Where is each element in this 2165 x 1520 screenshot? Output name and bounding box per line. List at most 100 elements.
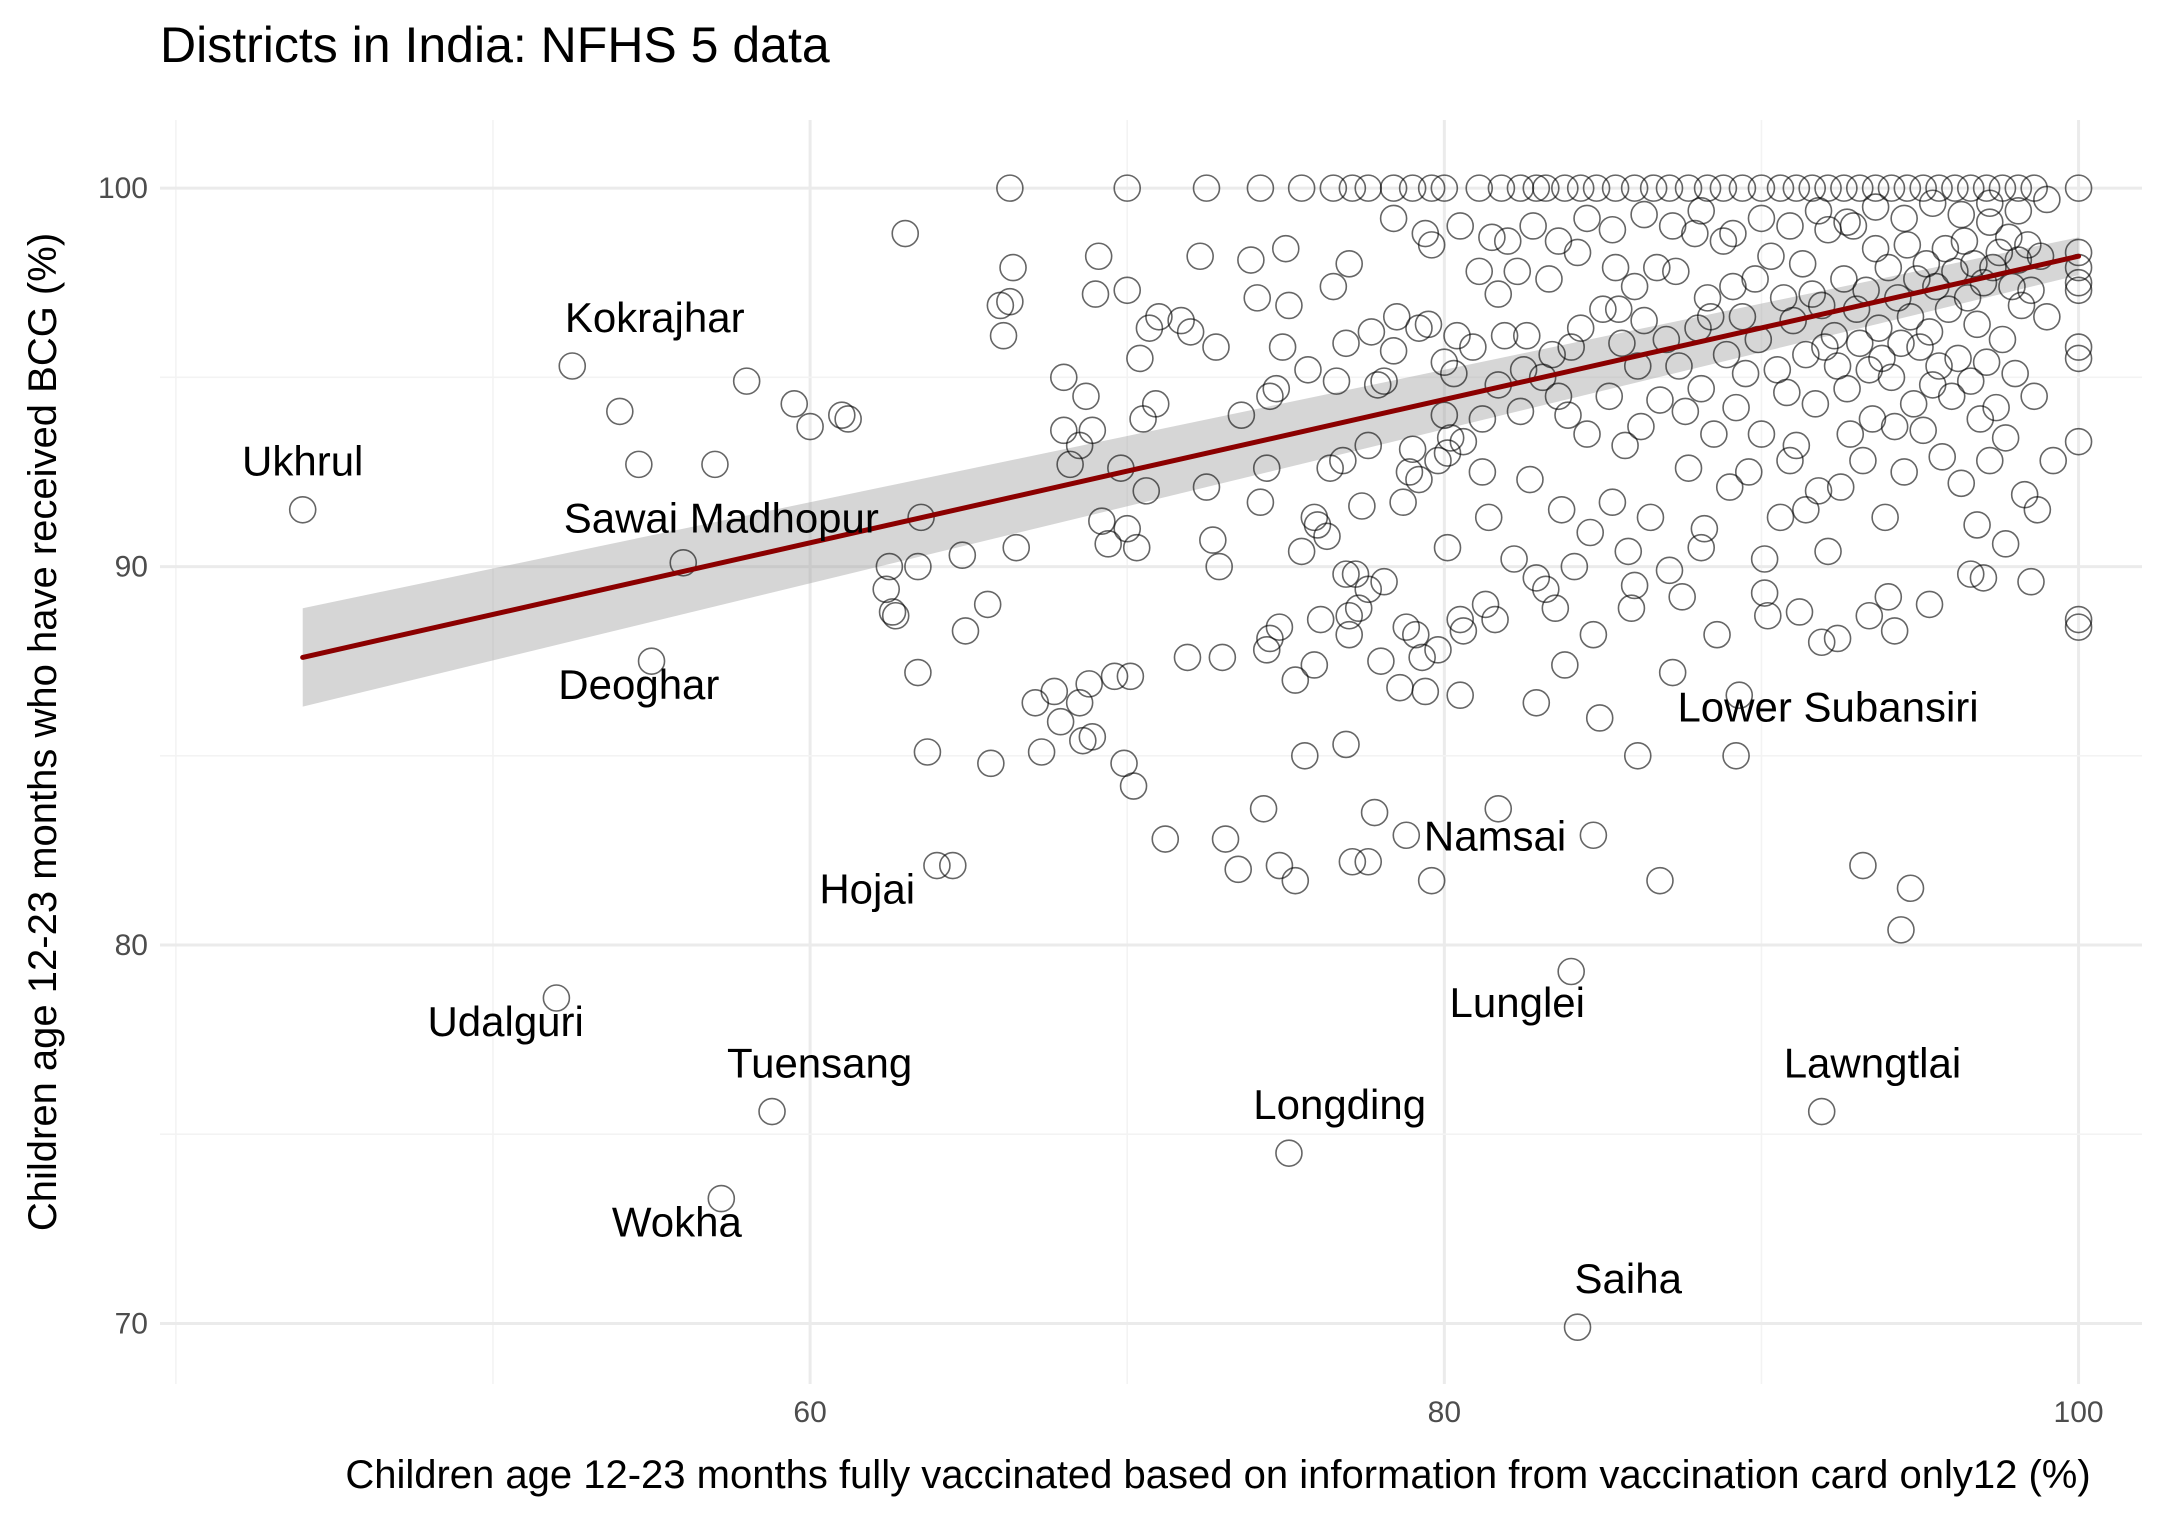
data-point [1145,302,1173,331]
data-point [1522,564,1551,592]
data-point [1078,723,1107,751]
data-point [1874,583,1903,611]
data-point [1798,174,1826,202]
data-point [1370,567,1398,596]
data-point [1354,847,1383,876]
data-point [1585,704,1614,732]
data-point [1192,473,1221,501]
data-point [881,601,910,630]
data-point [1807,628,1836,657]
data-point [1991,424,2020,452]
x-axis-title: Children age 12-23 months fully vaccinat… [345,1453,2090,1497]
data-point [1953,284,1982,312]
data-point [1671,397,1700,426]
data-point [1814,537,1842,566]
data-point [1792,495,1820,524]
data-point [1532,575,1560,604]
chart-title: Districts in India: NFHS 5 data [160,17,830,73]
data-point [2017,567,2045,596]
data-point [1646,386,1674,414]
data-point [1354,431,1383,460]
data-point [625,450,653,479]
data-point [2004,246,2033,274]
data-point [1471,590,1500,619]
data-point [1630,200,1658,229]
data-point [1449,617,1478,645]
data-point [834,405,862,433]
data-point [2064,344,2093,373]
data-point [1398,435,1427,464]
data-point [1880,617,1909,645]
data-point [1294,355,1322,384]
data-point [1719,272,1747,301]
data-point [1861,234,1890,263]
data-point [1915,318,1944,346]
data-point [606,397,634,426]
y-tick-label: 100 [98,172,148,205]
data-point [1579,821,1608,850]
data-point [951,617,980,645]
data-point [701,450,729,479]
data-point [1246,174,1275,202]
data-point [1243,284,1272,312]
data-point [1300,651,1329,679]
data-point [1275,291,1303,320]
data-point [1658,658,1687,687]
data-point [872,575,901,604]
data-point [2026,242,2055,271]
data-point [1877,174,1906,202]
data-point [1896,302,1925,331]
data-point [1956,367,1985,395]
data-point [1668,583,1696,611]
data-point [1674,174,1703,202]
data-point [1836,420,1865,448]
data-point [1303,511,1332,539]
axis-ticks-layer: 60 80 100 70 80 90 100 [98,172,2104,1429]
data-point [1344,594,1373,622]
data-point [1858,405,1887,433]
data-point [1753,601,1782,630]
data-point [1417,174,1446,202]
district-label: Lunglei [1450,979,1585,1026]
data-point [1687,374,1716,403]
data-point [1500,545,1528,573]
data-point [2064,333,2093,361]
data-point [1687,197,1716,225]
data-point [1874,253,1903,282]
y-tick-label: 80 [115,929,148,962]
data-point [1944,344,1972,373]
y-axis-title: Children age 12-23 months who have recei… [21,233,65,1231]
data-point [1868,344,1896,373]
data-point [1443,321,1471,350]
data-point [1956,560,1985,588]
data-point [1049,363,1078,392]
data-point [1512,321,1541,350]
data-point [1839,212,1868,240]
data-point [1544,382,1573,411]
data-point [1757,242,1785,271]
data-point [2064,613,2093,641]
data-point [1516,465,1544,494]
data-point [1830,265,1858,293]
data-point [1040,677,1069,706]
data-point [1414,310,1443,339]
data-point [891,219,920,248]
data-point [1275,1139,1303,1167]
data-point [2017,276,2045,305]
data-point [1449,427,1478,456]
data-point [904,552,932,581]
data-point [1281,866,1310,895]
data-point [1287,537,1316,566]
data-point [1576,518,1605,547]
data-point [1573,204,1601,233]
data-point [1601,253,1630,282]
data-point [1433,533,1462,562]
data-point [1113,174,1142,202]
data-point [1551,651,1579,679]
data-point [1623,741,1652,770]
data-point [1826,473,1855,501]
data-point [2064,174,2093,202]
data-point [1027,738,1056,766]
data-point [1386,673,1414,702]
data-point [907,503,935,532]
